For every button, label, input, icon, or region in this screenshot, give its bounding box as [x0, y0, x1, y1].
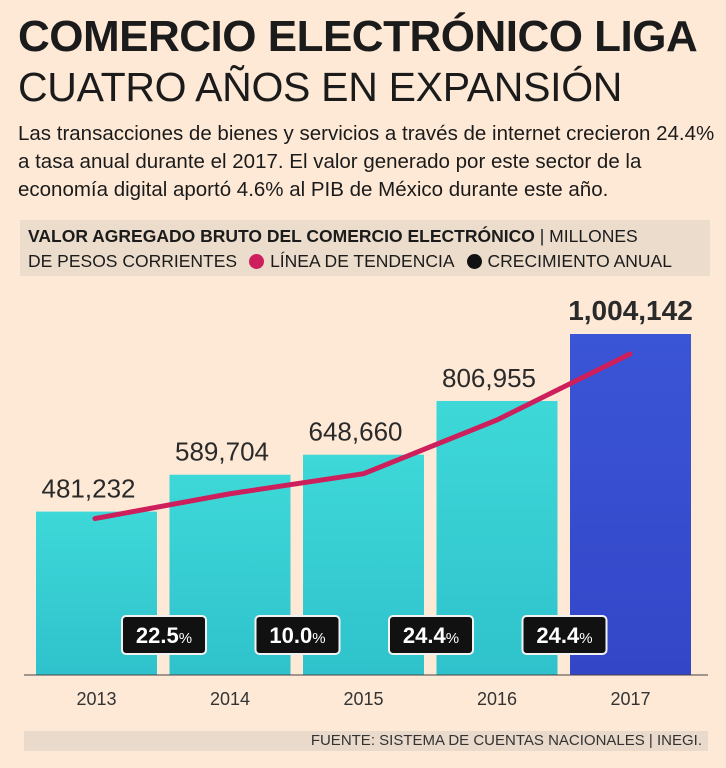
legend-keys-line: DE PESOS CORRIENTES LÍNEA DE TENDENCIA C…: [28, 251, 672, 272]
tick-label-2017: 2017: [610, 689, 650, 709]
trend-line: [92, 351, 633, 522]
tick-label-2014: 2014: [210, 689, 250, 709]
growth-badge-3: 24.4%: [388, 615, 474, 655]
legend-unit: MILLONES: [549, 226, 638, 246]
value-label-2016: 806,955: [442, 363, 536, 393]
growth-value: 10.0%: [269, 623, 325, 648]
growth-value: 24.4%: [403, 623, 459, 648]
legend-trend-label: LÍNEA DE TENDENCIA: [270, 251, 455, 271]
growth-dot-icon: [466, 254, 482, 269]
legend-metric-line: VALOR AGREGADO BRUTO DEL COMERCIO ELECTR…: [28, 226, 638, 247]
trend-dot-icon: [249, 254, 265, 269]
tick-label-2015: 2015: [343, 689, 383, 709]
legend-growth-label: CRECIMIENTO ANUAL: [487, 251, 672, 271]
value-label-2014: 589,704: [175, 437, 269, 467]
growth-badge-box: [121, 615, 207, 655]
growth-badge-2: 10.0%: [254, 615, 341, 655]
value-label-2017: 1,004,142: [568, 295, 693, 326]
legend-metric: VALOR AGREGADO BRUTO DEL COMERCIO ELECTR…: [28, 226, 535, 246]
growth-value: 22.5%: [136, 623, 192, 648]
chart-title: COMERCIO ELECTRÓNICO LIGA: [18, 12, 698, 61]
growth-badge-box: [388, 615, 474, 655]
legend-unit-cont: DE PESOS CORRIENTES: [28, 251, 238, 271]
tick-label-2016: 2016: [477, 689, 517, 709]
growth-badge-box: [254, 615, 341, 655]
source-note: FUENTE: SISTEMA DE CUENTAS NACIONALES | …: [24, 731, 708, 751]
growth-badge-1: 22.5%: [121, 615, 207, 655]
growth-value: 24.4%: [536, 623, 592, 648]
legend-box: VALOR AGREGADO BRUTO DEL COMERCIO ELECTR…: [20, 220, 710, 276]
intro-text: Las transacciones de bienes y servicios …: [18, 122, 715, 201]
legend-separator: |: [539, 226, 545, 246]
value-label-2015: 648,660: [309, 417, 403, 447]
chart-subtitle: CUATRO AÑOS EN EXPANSIÓN: [18, 64, 623, 110]
tick-label-2013: 2013: [76, 689, 116, 709]
growth-badge-4: 24.4%: [521, 615, 608, 655]
growth-badge-box: [521, 615, 608, 655]
value-label-2013: 481,232: [42, 474, 136, 504]
